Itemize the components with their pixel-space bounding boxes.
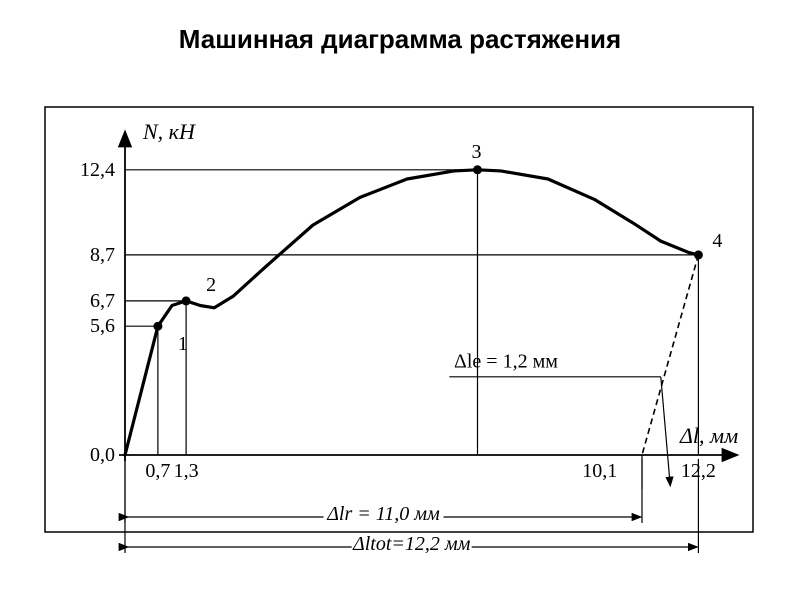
y-tick: 8,7 <box>90 244 115 266</box>
key-point-3 <box>473 165 482 174</box>
x-tick: 10,1 <box>582 460 617 482</box>
x-axis-label: Δl, мм <box>679 423 738 448</box>
y-tick: 12,4 <box>80 159 115 181</box>
page-title: Машинная диаграмма растяжения <box>0 0 800 55</box>
x-tick: 1,3 <box>174 460 199 482</box>
y-tick: 5,6 <box>90 315 115 337</box>
dimension-label: Δlr = 11,0 мм <box>326 503 440 525</box>
key-point-2 <box>182 296 191 305</box>
y-tick: 6,7 <box>90 290 115 312</box>
key-point-label: 3 <box>472 141 482 163</box>
dimension-label: Δltot=12,2 мм <box>352 533 471 555</box>
key-point-label: 2 <box>206 274 216 296</box>
y-tick: 0,0 <box>90 444 115 466</box>
stress-strain-curve <box>125 170 698 455</box>
key-point-label: 4 <box>712 230 722 252</box>
y-axis-label: N, кН <box>142 119 196 144</box>
tension-diagram: N, кНΔl, мм0,05,66,78,712,40,71,310,112,… <box>40 105 760 580</box>
x-tick: 0,7 <box>145 460 170 482</box>
key-point-label: 1 <box>178 333 188 355</box>
chart-svg: N, кНΔl, мм0,05,66,78,712,40,71,310,112,… <box>40 105 760 575</box>
key-point-1 <box>153 322 162 331</box>
elastic-label: Δlе = 1,2 мм <box>454 351 558 373</box>
